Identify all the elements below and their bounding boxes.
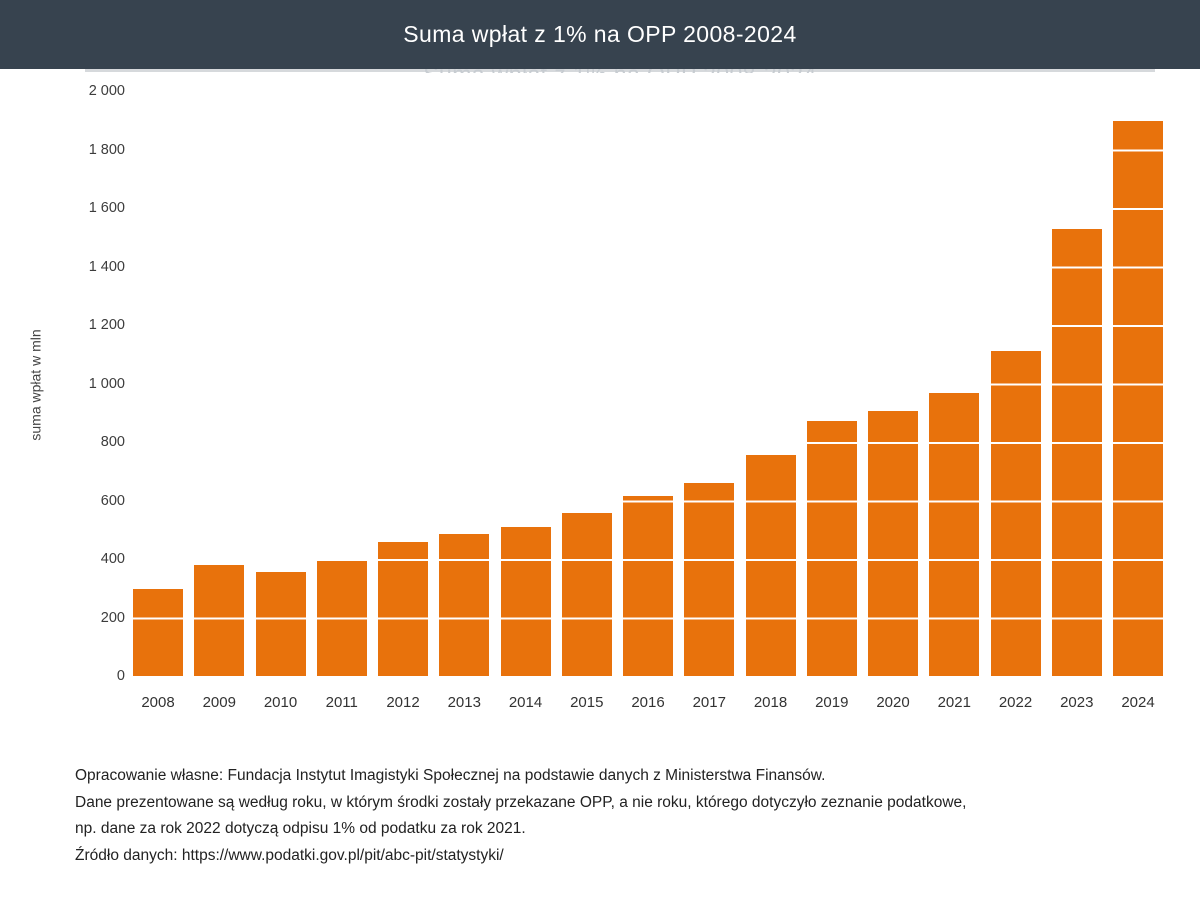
- bar-column-2019: [806, 91, 857, 676]
- y-tick-label: 1 600: [88, 200, 125, 216]
- header-seam-line: [85, 69, 1155, 72]
- y-tick-label: 400: [100, 551, 125, 567]
- bar-column-2013: [439, 91, 490, 676]
- bar-2020: [868, 411, 918, 676]
- x-tick-label-2010: 2010: [263, 694, 298, 711]
- bar-column-2022: [990, 91, 1041, 676]
- footer-note-line: Dane prezentowane są według roku, w któr…: [75, 793, 967, 811]
- footer-note-line: Opracowanie własne: Fundacja Instytut Im…: [75, 767, 826, 784]
- bar-2024: [1113, 120, 1163, 676]
- x-tick-label-2021: 2021: [937, 694, 971, 711]
- bar-2010: [255, 571, 306, 676]
- footer-note-line: np. dane za rok 2022 dotyczą odpisu 1% o…: [75, 820, 526, 837]
- bar-column-2024: [1113, 91, 1163, 676]
- header-bar: Suma wpłat z 1% na OPP 2008-2024: [0, 0, 1200, 69]
- source-note: Źródło danych: https://www.podatki.gov.p…: [75, 846, 504, 864]
- bars-area: [133, 91, 1163, 676]
- x-tick-label-2015: 2015: [570, 694, 604, 711]
- x-tick-label-2024: 2024: [1121, 694, 1155, 711]
- bar-column-2016: [623, 91, 673, 676]
- bar-2023: [1051, 228, 1102, 676]
- bar-2012: [378, 541, 428, 676]
- bar-2015: [561, 513, 612, 676]
- bar-2011: [316, 559, 367, 676]
- bar-column-2010: [255, 91, 306, 676]
- y-tick-label: 1 200: [88, 317, 125, 333]
- x-axis-ticks: 2008 2009 2010 2011 2012 2013 2014 2015 2016 2017…: [133, 694, 1163, 711]
- bar-column-2020: [868, 91, 918, 676]
- x-tick-label-2023: 2023: [1060, 694, 1094, 711]
- bar-2008: [133, 589, 183, 676]
- bar-column-2015: [561, 91, 612, 676]
- bar-column-2011: [316, 91, 367, 676]
- x-tick-label-2019: 2019: [815, 694, 849, 711]
- bar-column-2012: [378, 91, 428, 676]
- bar-column-2009: [194, 91, 245, 676]
- bar-2019: [806, 420, 857, 676]
- x-tick-label-2013: 2013: [447, 694, 481, 711]
- bar-2016: [623, 495, 673, 676]
- bar-2013: [439, 534, 490, 676]
- x-tick-label-2012: 2012: [386, 694, 420, 711]
- x-tick-label-2022: 2022: [998, 694, 1033, 711]
- x-tick-label-2009: 2009: [202, 694, 236, 711]
- bar-column-2014: [500, 91, 551, 676]
- footer-notes: Opracowanie własne: Fundacja Instytut Im…: [75, 763, 1155, 869]
- y-tick-label: 0: [116, 668, 125, 684]
- y-tick-label: 1 000: [88, 375, 125, 392]
- x-tick-label-2016: 2016: [631, 694, 665, 711]
- x-tick-label-2017: 2017: [692, 694, 726, 711]
- x-tick-label-2020: 2020: [876, 694, 910, 711]
- bar-2022: [990, 351, 1041, 676]
- y-tick-label: 1 800: [88, 141, 125, 158]
- bar-2014: [500, 527, 551, 676]
- bar-column-2008: [133, 91, 183, 676]
- bar-2017: [684, 483, 735, 676]
- x-tick-label-2008: 2008: [141, 694, 175, 711]
- chart-title: Suma wpłat z 1% na OPP 2008-2024: [403, 21, 797, 47]
- bar-chart: suma wpłat w mln 0 200 400 600 800 1 000 1 200…: [28, 83, 1163, 711]
- y-tick-label: 200: [100, 609, 125, 626]
- x-tick-label-2014: 2014: [508, 694, 543, 711]
- y-tick-label: 600: [100, 492, 125, 509]
- bar-column-2017: [684, 91, 735, 676]
- bar-2009: [194, 564, 245, 676]
- bar-2018: [745, 454, 796, 676]
- y-tick-label: 1 400: [88, 258, 125, 275]
- x-tick-label-2011: 2011: [325, 694, 358, 711]
- y-tick-label: 2 000: [88, 83, 125, 99]
- bar-column-2018: [745, 91, 796, 676]
- y-tick-label: 800: [100, 434, 125, 450]
- bar-column-2023: [1051, 91, 1102, 676]
- bar-column-2021: [929, 91, 980, 676]
- x-tick-label-2018: 2018: [753, 694, 788, 711]
- bar-2021: [929, 392, 980, 676]
